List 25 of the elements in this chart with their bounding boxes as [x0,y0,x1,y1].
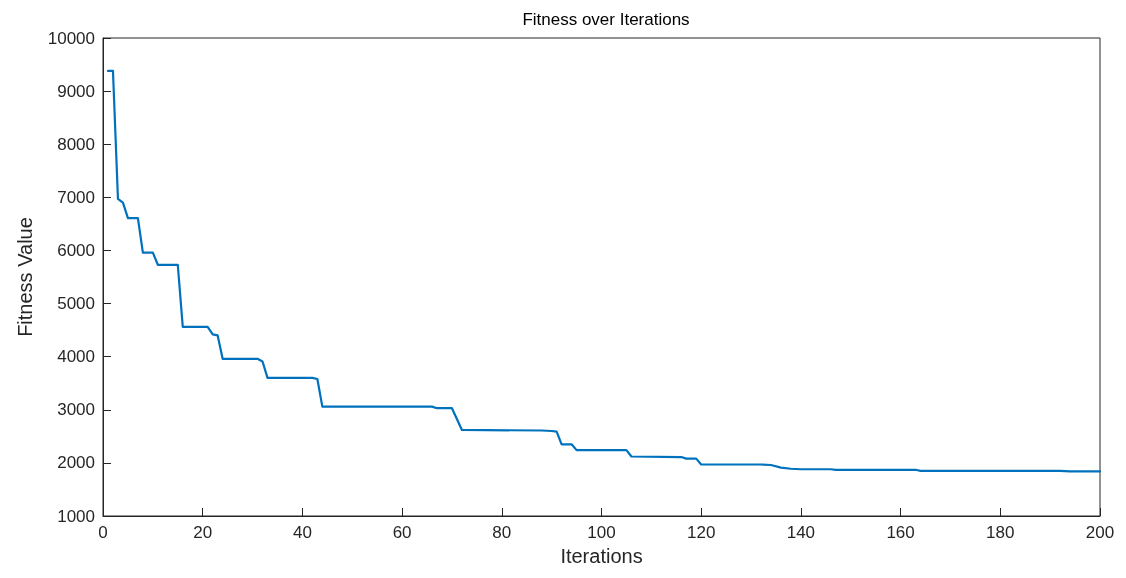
x-tick-label: 20 [193,523,213,542]
y-tick-label: 5000 [57,294,95,314]
y-tick-label: 1000 [57,506,95,526]
y-tick-label: 7000 [57,187,95,207]
y-tick-label: 8000 [57,134,95,154]
y-tick-label: 9000 [57,81,95,101]
x-tick-label: 60 [392,523,412,542]
x-tick-label: 140 [786,523,816,542]
x-tick-label: 180 [986,523,1015,542]
x-tick-label: 40 [292,523,312,542]
x-tick-label: 200 [1085,523,1115,542]
line-series [106,69,1102,473]
x-tick-label: 0 [98,523,108,542]
y-axis-title: Fitness Value [14,217,36,337]
y-tick-label: 3000 [57,400,95,420]
y-tick-label: 4000 [57,347,95,367]
y-tick-label: 10000 [47,28,95,48]
chart-title: Fitness over Iterations [522,10,690,29]
y-tick-label: 2000 [57,453,95,473]
x-tick-label: 80 [492,523,512,542]
x-axis-title: Iterations [560,545,643,567]
x-tick-label: 120 [687,523,716,542]
x-tick-label: 100 [587,523,616,542]
y-tick-label: 6000 [57,240,95,260]
x-tick-label: 160 [886,523,915,542]
